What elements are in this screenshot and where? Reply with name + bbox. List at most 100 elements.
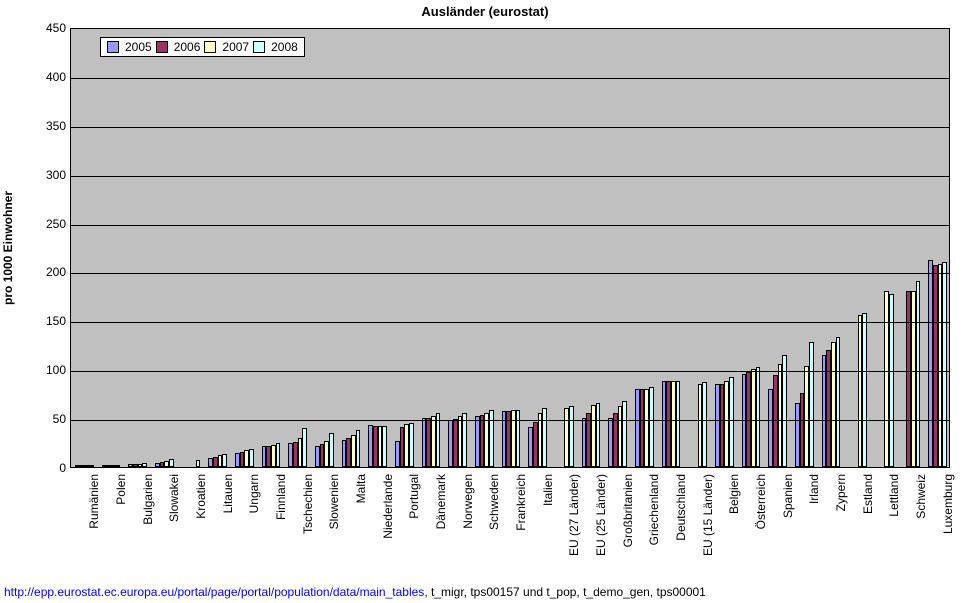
x-tick-label: Estland bbox=[861, 474, 875, 584]
x-tick-label: Zypern bbox=[834, 474, 848, 584]
x-tick-label: Norwegen bbox=[461, 474, 475, 584]
bar bbox=[836, 337, 841, 467]
bar bbox=[596, 403, 601, 467]
x-tick-label: Polen bbox=[114, 474, 128, 584]
legend-label: 2007 bbox=[222, 40, 249, 54]
x-tick-label: Schweden bbox=[487, 474, 501, 584]
bar bbox=[676, 381, 681, 467]
bar bbox=[222, 454, 227, 467]
bar bbox=[916, 281, 921, 467]
gridline bbox=[71, 176, 949, 177]
bar bbox=[516, 410, 521, 467]
legend-label: 2008 bbox=[271, 40, 298, 54]
bar bbox=[729, 377, 734, 467]
bar bbox=[302, 428, 307, 467]
chart-title: Ausländer (eurostat) bbox=[0, 4, 970, 19]
x-tick-label: Slowakei bbox=[167, 474, 181, 584]
x-tick-label: Rumänien bbox=[87, 474, 101, 584]
y-tick-label: 50 bbox=[26, 412, 66, 426]
legend-label: 2006 bbox=[174, 40, 201, 54]
y-tick-label: 400 bbox=[26, 70, 66, 84]
bar bbox=[622, 401, 627, 467]
x-tick-label: Finnland bbox=[274, 474, 288, 584]
bar bbox=[489, 410, 494, 467]
bar bbox=[249, 449, 254, 467]
plot-area bbox=[70, 28, 950, 468]
bar bbox=[942, 262, 947, 467]
x-tick-label: Belgien bbox=[727, 474, 741, 584]
x-tick-label: Slowenien bbox=[327, 474, 341, 584]
x-tick-label: Großbritanien bbox=[621, 474, 635, 584]
bar bbox=[649, 387, 654, 467]
source-suffix: , t_migr, tps00157 und t_pop, t_demo_gen… bbox=[424, 585, 706, 599]
y-axis-label: pro 1000 Einwohner bbox=[1, 191, 15, 305]
x-tick-label: Litauen bbox=[221, 474, 235, 584]
bars-layer bbox=[71, 29, 949, 467]
bar bbox=[409, 423, 414, 467]
x-labels: RumänienPolenBulgarienSlowakeiKroatienLi… bbox=[70, 470, 950, 580]
bar bbox=[462, 413, 467, 467]
x-tick-label: EU (27 Länder) bbox=[567, 474, 581, 584]
x-tick-label: Schweiz bbox=[914, 474, 928, 584]
bar bbox=[862, 313, 867, 467]
y-tick-label: 200 bbox=[26, 265, 66, 279]
x-tick-label: Griechenland bbox=[647, 474, 661, 584]
y-tick-label: 150 bbox=[26, 314, 66, 328]
bar bbox=[809, 342, 814, 467]
x-tick-label: EU (25 Länder) bbox=[594, 474, 608, 584]
bar bbox=[569, 406, 574, 467]
bar bbox=[196, 460, 201, 467]
gridline bbox=[71, 322, 949, 323]
bar bbox=[276, 443, 281, 467]
y-tick-label: 100 bbox=[26, 363, 66, 377]
gridline bbox=[71, 371, 949, 372]
bar bbox=[169, 459, 174, 467]
source-link[interactable]: http://epp.eurostat.ec.europa.eu/portal/… bbox=[4, 585, 424, 599]
gridline bbox=[71, 420, 949, 421]
x-tick-label: Luxemburg bbox=[941, 474, 955, 584]
x-tick-label: Österreich bbox=[754, 474, 768, 584]
bar bbox=[436, 413, 441, 467]
source-line: http://epp.eurostat.ec.europa.eu/portal/… bbox=[4, 585, 706, 599]
x-tick-label: Kroatien bbox=[194, 474, 208, 584]
legend: 2005 2006 2007 2008 bbox=[100, 37, 305, 57]
bar bbox=[756, 367, 761, 467]
x-tick-label: Spanien bbox=[781, 474, 795, 584]
legend-swatch bbox=[107, 41, 119, 53]
x-tick-label: Frankreich bbox=[514, 474, 528, 584]
y-tick-label: 300 bbox=[26, 168, 66, 182]
bar bbox=[542, 408, 547, 467]
bar bbox=[89, 465, 94, 467]
legend-swatch bbox=[253, 41, 265, 53]
x-tick-label: Dänemark bbox=[434, 474, 448, 584]
y-tick-label: 0 bbox=[26, 461, 66, 475]
x-tick-label: Portugal bbox=[407, 474, 421, 584]
x-tick-label: Bulgarien bbox=[141, 474, 155, 584]
y-tick-label: 450 bbox=[26, 21, 66, 35]
chart-container: Ausländer (eurostat) pro 1000 Einwohner … bbox=[0, 0, 970, 603]
legend-swatch bbox=[156, 41, 168, 53]
bar bbox=[382, 426, 387, 467]
x-tick-label: Ungarn bbox=[247, 474, 261, 584]
bar bbox=[142, 463, 147, 467]
legend-swatch bbox=[204, 41, 216, 53]
bar bbox=[116, 465, 121, 467]
x-tick-label: Lettland bbox=[887, 474, 901, 584]
y-tick-label: 350 bbox=[26, 119, 66, 133]
x-tick-label: EU (15 Länder) bbox=[701, 474, 715, 584]
bar bbox=[356, 430, 361, 467]
gridline bbox=[71, 127, 949, 128]
gridline bbox=[71, 273, 949, 274]
bar bbox=[889, 294, 894, 467]
bar bbox=[329, 433, 334, 467]
x-tick-label: Italien bbox=[541, 474, 555, 584]
x-tick-label: Deutschland bbox=[674, 474, 688, 584]
x-tick-label: Malta bbox=[354, 474, 368, 584]
y-tick-label: 250 bbox=[26, 217, 66, 231]
x-tick-label: Irland bbox=[807, 474, 821, 584]
x-tick-label: Tschechien bbox=[301, 474, 315, 584]
legend-label: 2005 bbox=[125, 40, 152, 54]
bar bbox=[702, 382, 707, 467]
x-tick-label: Niederlande bbox=[381, 474, 395, 584]
gridline bbox=[71, 225, 949, 226]
